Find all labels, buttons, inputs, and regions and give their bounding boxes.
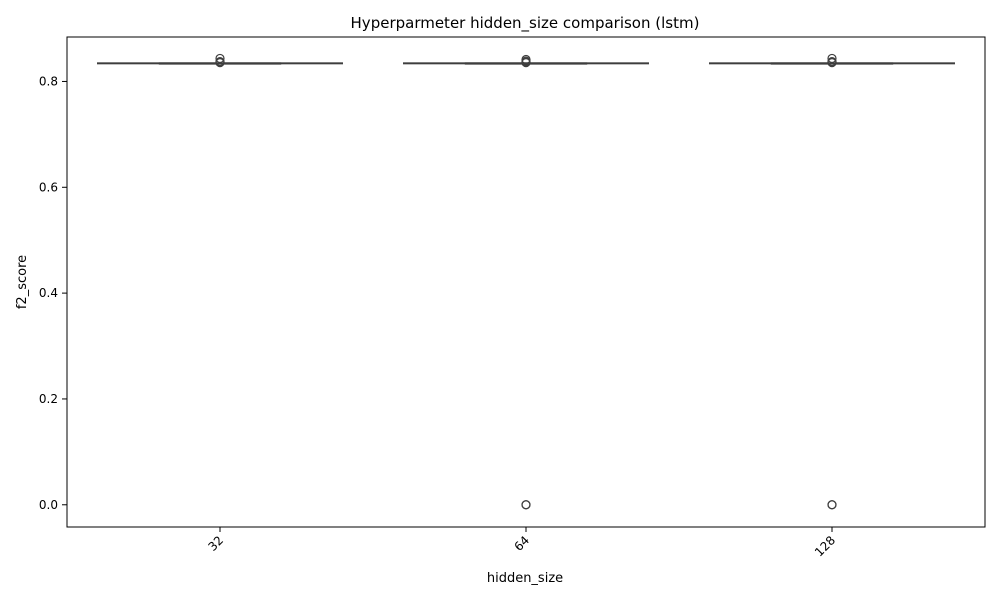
plot-area: 0.00.20.40.60.832 64 128 [39, 36, 986, 559]
outlier-point [827, 500, 837, 510]
y-tick-label: 0.2 [39, 392, 58, 406]
y-axis-label: f2_score [15, 255, 30, 309]
outlier-point [215, 53, 225, 64]
outlier-point [827, 57, 837, 67]
y-tick-label: 0.4 [39, 286, 58, 300]
outlier-point [521, 500, 531, 510]
y-tick-label: 0.0 [39, 498, 58, 512]
y-tick-label: 0.6 [39, 180, 58, 194]
outlier-point [521, 54, 531, 65]
y-tick-label: 0.8 [39, 74, 58, 88]
outlier-point [827, 53, 837, 64]
chart-title: Hyperparmeter hidden_size comparison (ls… [351, 14, 700, 33]
x-axis-label: hidden_size [487, 571, 563, 586]
outlier-point [215, 57, 225, 67]
